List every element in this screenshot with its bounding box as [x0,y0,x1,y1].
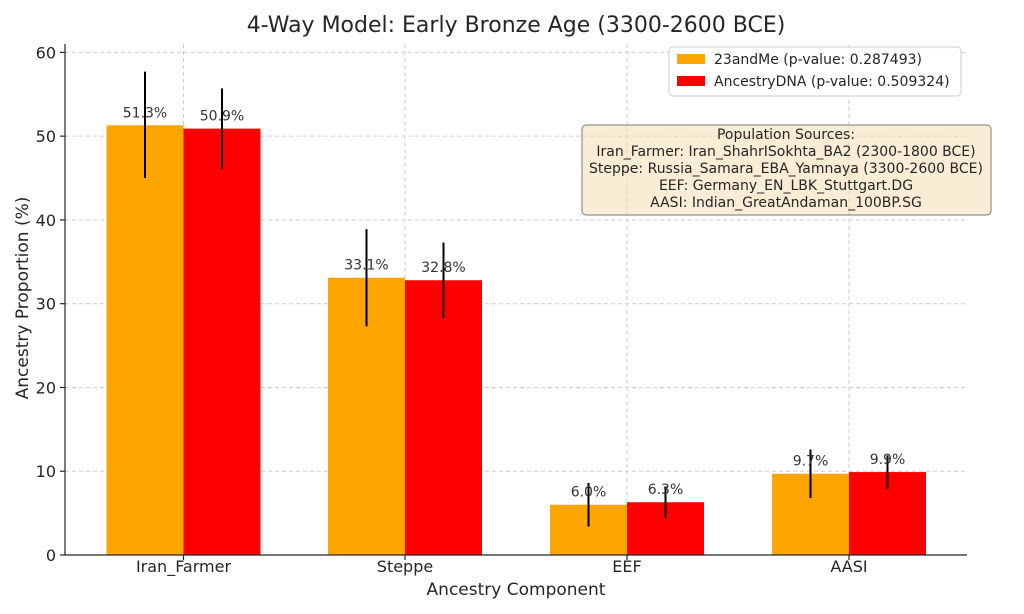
x-tick-label-iran_farmer: Iran_Farmer [136,557,232,577]
x-tick-label-steppe: Steppe [377,557,433,576]
bar-value-label-1-3: 9.9% [870,452,906,468]
bar-value-label-0-0: 51.3% [123,105,167,121]
x-tick-label-aasi: AASI [830,557,867,576]
sources-iran-farmer: Iran_Farmer: Iran_ShahrISokhta_BA2 (2300… [596,144,975,160]
sources-aasi: AASI: Indian_GreatAndaman_100BP.SG [650,195,922,211]
x-tick-label-eef: EEF [612,557,641,576]
y-tick-label-10: 10 [36,462,56,481]
bar-value-label-1-2: 6.3% [648,482,684,498]
bar-value-label-1-1: 32.8% [421,260,465,276]
axes [64,44,967,556]
bar-value-label-1-0: 50.9% [200,109,244,125]
x-ticks-group: Iran_Farmer Steppe EEF AASI [136,555,868,577]
bar-value-label-0-3: 9.7% [793,454,829,470]
legend-label-23andme: 23andMe (p-value: 0.287493) [714,52,922,68]
legend-box [668,46,962,97]
sources-steppe: Steppe: Russia_Samara_EBA_Yamnaya (3300-… [589,161,983,177]
sources-heading: Population Sources: [717,127,855,143]
legend: 23andMe (p-value: 0.287493) AncestryDNA … [668,46,962,97]
error-bars-group [144,71,889,527]
y-tick-label-60: 60 [36,43,56,62]
y-tick-label-0: 0 [46,546,56,565]
legend-label-ancestrydna: AncestryDNA (p-value: 0.509324) [714,74,950,90]
population-sources-box: Population Sources: Iran_Farmer: Iran_Sh… [581,124,992,216]
y-tick-label-30: 30 [36,295,56,314]
bar-ancestrydna-steppe [405,280,482,555]
y-ticks-group: 0 10 20 30 40 50 60 [36,43,65,565]
sources-eef: EEF: Germany_EN_LBK_Stuttgart.DG [659,178,913,194]
legend-swatch-23andme [677,54,705,64]
legend-swatch-ancestrydna [677,76,705,86]
y-tick-label-50: 50 [36,127,56,146]
y-tick-label-20: 20 [36,378,56,397]
bar-value-label-0-2: 6.0% [571,485,607,501]
y-tick-label-40: 40 [36,211,56,230]
bar-ancestrydna-iran_farmer [183,128,261,555]
y-axis-label: Ancestry Proportion (%) [13,197,33,400]
x-axis-label: Ancestry Component [427,580,606,600]
bar-value-label-0-1: 33.1% [344,258,388,274]
bar-23andme-iran_farmer [106,125,184,555]
chart-title: 4-Way Model: Early Bronze Age (3300-2600… [247,13,786,38]
sources-background [581,124,992,216]
bar-labels-group: 51.3% 33.1% 6.0% 9.7% 50.9% 32.8% 6.3% 9.9% [123,105,906,500]
